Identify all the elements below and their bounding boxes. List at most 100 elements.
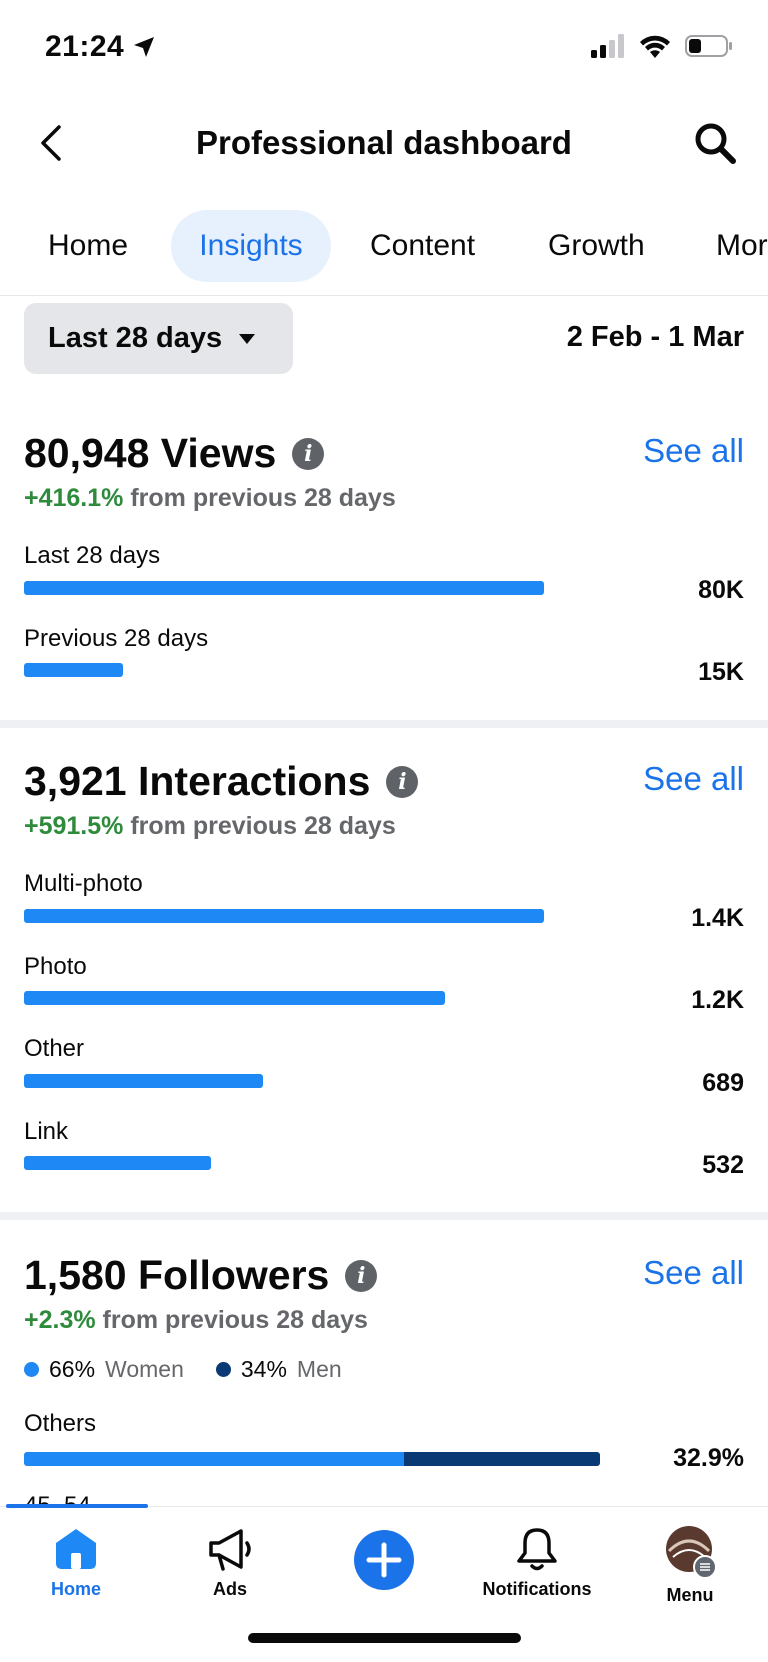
tab-insights[interactable]: Insights [171,210,331,282]
views-row-value: 15K [698,658,744,686]
interactions-bar-track [24,991,544,1005]
followers-title: 1,580 Followers [24,1252,330,1298]
views-row-label: Last 28 days [24,542,161,569]
legend-men-pct: 34% [240,1356,287,1382]
tab-home[interactable]: Home [48,229,129,262]
bell-icon [517,1528,557,1571]
interactions-change-pct: +591.5% [24,812,124,840]
nav-notifications-label: Notifications [482,1579,592,1599]
nav-menu[interactable]: Menu [615,1525,765,1606]
battery-icon [685,35,732,57]
nav-home-label: Home [50,1579,101,1599]
tab-more[interactable]: More [716,229,768,262]
location-arrow-icon [134,37,155,57]
followers-change-pct: +2.3% [24,1306,96,1334]
status-time: 21:24 [45,30,125,63]
interactions-bar-track [24,1156,544,1170]
age-group-label: 45–54 [24,1492,91,1506]
date-range-dropdown[interactable]: Last 28 days [24,303,293,374]
age-group-value: 32.9% [673,1444,744,1472]
interactions-row-label: Other [24,1035,85,1062]
men-bar [404,1452,600,1466]
interactions-card: 3,921 Interactions i See all +591.5% fro… [0,728,768,1212]
back-button[interactable] [26,118,76,168]
age-group-bar-track [24,1452,600,1466]
avatar [666,1526,717,1579]
interactions-row-value: 1.4K [691,904,744,932]
interactions-row-label: Link [24,1118,69,1145]
views-bar-track [24,663,544,677]
followers-change: +2.3% from previous 28 days [24,1306,368,1335]
legend-women-pct: 66% [49,1356,96,1382]
tab-growth[interactable]: Growth [548,229,645,262]
interactions-row-label: Photo [24,953,87,980]
tab-content[interactable]: Content [370,229,476,262]
nav-home[interactable]: Home [1,1525,151,1600]
followers-change-text: from previous 28 days [102,1306,368,1334]
interactions-bar [24,991,446,1005]
views-see-all-link[interactable]: See all [643,432,744,469]
interactions-title-group: 3,921 Interactions i [24,758,419,805]
nav-ads[interactable]: Ads [155,1525,305,1600]
interactions-row-value: 532 [702,1151,744,1179]
views-title-group: 80,948 Views i [24,430,325,477]
search-icon [695,123,736,164]
section-divider [0,720,768,728]
interactions-row-label: Multi-photo [24,870,143,897]
interactions-bar [24,1156,212,1170]
interactions-bar-track [24,909,544,923]
interactions-title: 3,921 Interactions [24,758,371,804]
nav-menu-label: Menu [666,1585,714,1605]
views-row-value: 80K [698,576,744,604]
nav-ads-label: Ads [212,1579,247,1599]
page-title: Professional dashboard [196,124,572,161]
legend-dot-men [215,1362,231,1377]
status-bar: 21:24 [0,0,768,100]
interactions-row-value: 1.2K [691,986,744,1014]
views-bar [24,663,123,677]
dashboard-tabs: Home Insights Content Growth More [0,206,768,296]
views-bar-track [24,581,544,595]
views-title: 80,948 Views [24,430,277,476]
plus-circle-icon [354,1530,414,1590]
chevron-left-icon [41,125,61,161]
views-change-text: from previous 28 days [130,484,396,512]
date-filter-row: Last 28 days 2 Feb - 1 Mar [0,303,768,375]
section-divider [0,1212,768,1220]
legend-men-label: Men [296,1356,342,1382]
date-range-text: 2 Feb - 1 Mar [566,321,744,353]
create-button[interactable] [309,1529,459,1591]
views-row-label: Previous 28 days [24,625,209,652]
views-change-pct: +416.1% [24,484,124,512]
interactions-change-text: from previous 28 days [130,812,396,840]
gender-legend: 66% Women 34% Men [24,1356,364,1383]
status-time-group: 21:24 [45,30,156,64]
bottom-navigation: Home Ads Notifications Menu [0,1504,768,1662]
interactions-row-value: 689 [702,1069,744,1097]
caret-down-icon [239,333,256,344]
nav-notifications[interactable]: Notifications [462,1525,612,1600]
search-button[interactable] [688,116,742,170]
interactions-see-all-link[interactable]: See all [643,760,744,797]
info-icon[interactable]: i [345,1259,378,1292]
legend-dot-women [24,1362,39,1377]
followers-card: 1,580 Followers i See all +2.3% from pre… [0,1220,768,1506]
views-card: 80,948 Views i See all +416.1% from prev… [0,390,768,720]
top-app-bar: Professional dashboard [0,100,768,188]
women-bar [24,1452,405,1466]
interactions-bar-track [24,1074,544,1088]
wifi-icon [640,35,670,58]
followers-title-group: 1,580 Followers i [24,1252,378,1299]
interactions-bar [24,909,544,923]
legend-women-label: Women [105,1356,184,1382]
info-icon[interactable]: i [292,437,325,470]
followers-see-all-link[interactable]: See all [643,1254,744,1291]
info-icon[interactable]: i [386,765,419,798]
home-icon [56,1529,96,1569]
megaphone-icon [209,1529,251,1571]
interactions-bar [24,1074,264,1088]
views-change: +416.1% from previous 28 days [24,484,396,513]
home-indicator [248,1633,521,1643]
interactions-change: +591.5% from previous 28 days [24,812,396,841]
age-group-label: Others [24,1410,97,1437]
